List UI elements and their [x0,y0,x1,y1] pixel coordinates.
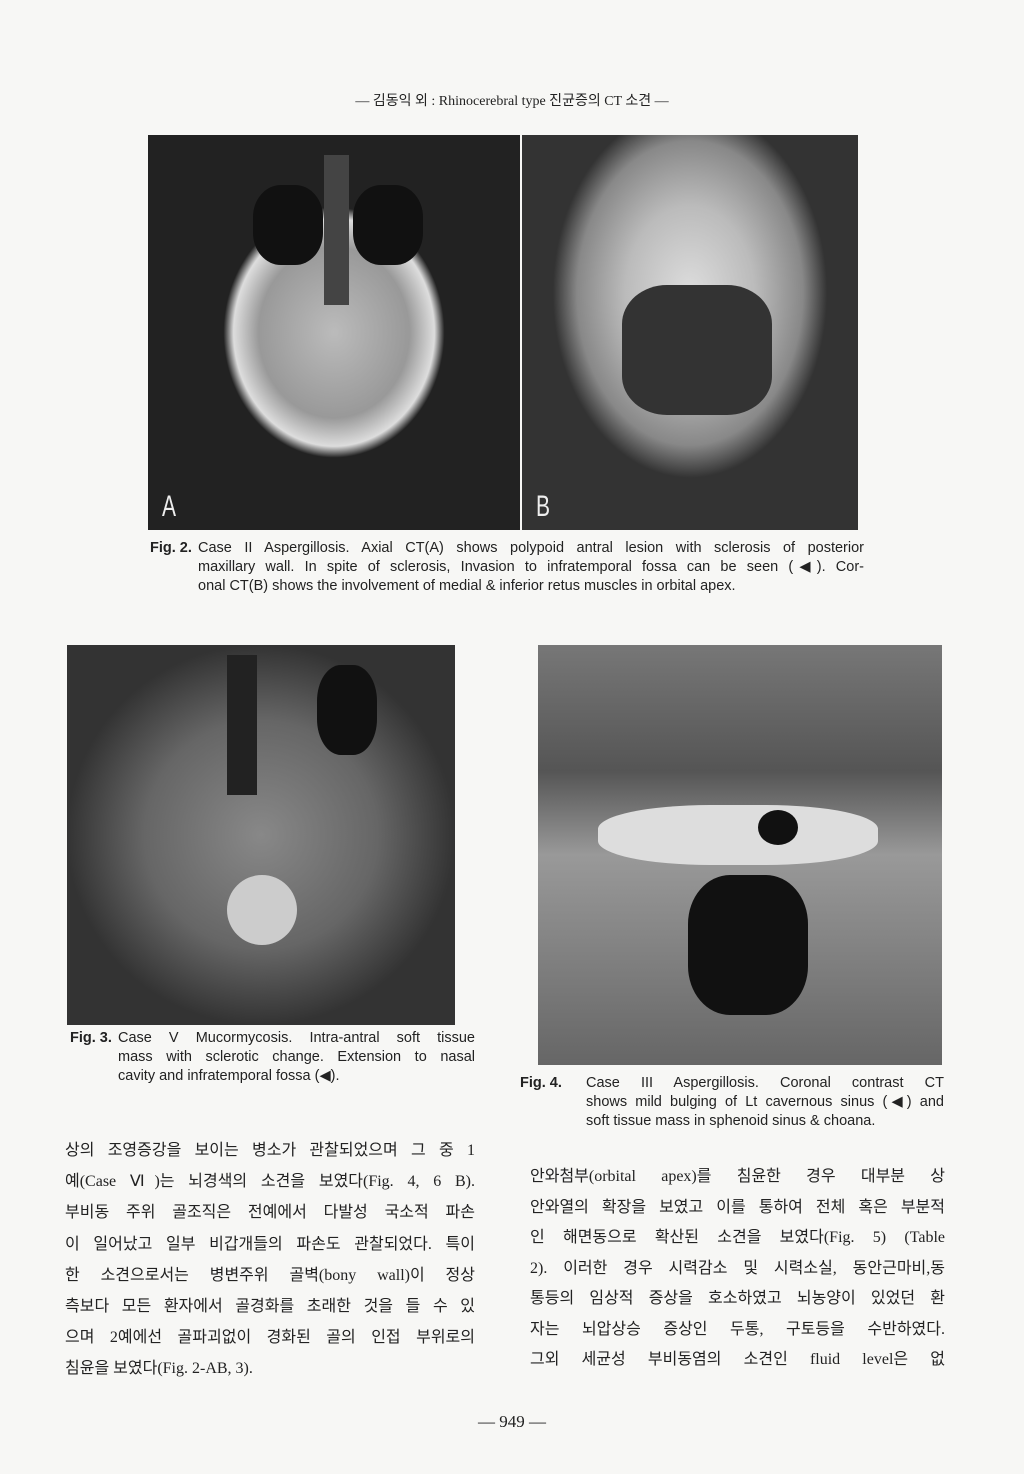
running-header: — 김동익 외 : Rhinocerebral type 진균증의 CT 소견 … [355,94,669,109]
body-text-line: 이 일어났고 일부 비갑개들의 파손도 관찰되었다. 특이 [65,1235,475,1253]
figure-label: Fig. 4. [520,1075,562,1091]
body-text-line: 한 소견으로서는 병변주위 골벽(bony wall)이 정상 [65,1266,475,1284]
ct-image-b: B [522,135,858,530]
caption-line: Case II Aspergillosis. Axial CT(A) shows… [198,540,864,556]
body-text-line: 상의 조영증강을 보이는 병소가 관찰되었으며 그 중 1 [65,1142,475,1159]
page-number: — 949 — [478,1412,546,1431]
figure-label: Fig. 2. [150,540,192,556]
body-text-line: 자는 뇌압상승 증상인 두통, 구토등을 수반하였다. [530,1320,945,1338]
body-text-line: 통등의 임상적 증상을 호소하였고 뇌농양이 있었던 환 [530,1290,945,1307]
ct-image-fig4 [538,645,942,1065]
body-text-line: 침윤을 보였다(Fig. 2-AB, 3). [65,1360,253,1378]
panel-label: A [162,490,177,523]
body-text-line: 그외 세균성 부비동염의 소견인 fluid level은 없 [530,1351,945,1368]
figure-label: Fig. 3. [70,1030,112,1046]
body-text-line: 안와열의 확장을 보였고 이를 통하여 전체 혹은 부분적 [530,1198,945,1216]
caption-line: Case III Aspergillosis. Coronal contrast… [586,1075,944,1091]
body-text-line: 측보다 모든 환자에서 골경화를 초래한 것을 들 수 있 [65,1298,475,1315]
caption-line: onal CT(B) shows the involvement of medi… [198,578,736,594]
body-text-line: 안와첨부(orbital apex)를 침윤한 경우 대부분 상 [530,1168,945,1185]
caption-line: maxillary wall. In spite of sclerosis, I… [198,559,864,575]
caption-line: mass with sclerotic change. Extension to… [118,1049,475,1065]
body-text-line: 2). 이러한 경우 시력감소 및 시력소실, 동안근마비,동 [530,1259,945,1277]
caption-line: cavity and infratemporal fossa (◀). [118,1068,340,1084]
ct-image-a: A [148,135,520,530]
body-text-line: 예(Case Ⅵ)는 뇌경색의 소견을 보였다(Fig. 4, 6 B). [65,1173,475,1191]
panel-label: B [536,490,551,523]
caption-line: Case V Mucormycosis. Intra-antral soft t… [118,1030,475,1046]
caption-line: soft tissue mass in sphenoid sinus & cho… [586,1113,876,1129]
body-text-line: 부비동 주위 골조직은 전예에서 다발성 국소적 파손 [65,1204,475,1222]
body-text-line: 으며 2예에선 골파괴없이 경화된 골의 인접 부위로의 [65,1329,475,1347]
body-text-line: 인 해면동으로 확산된 소견을 보였다(Fig. 5) (Table [530,1229,945,1246]
ct-image-fig3 [67,645,455,1025]
caption-line: shows mild bulging of Lt cavernous sinus… [586,1094,944,1110]
